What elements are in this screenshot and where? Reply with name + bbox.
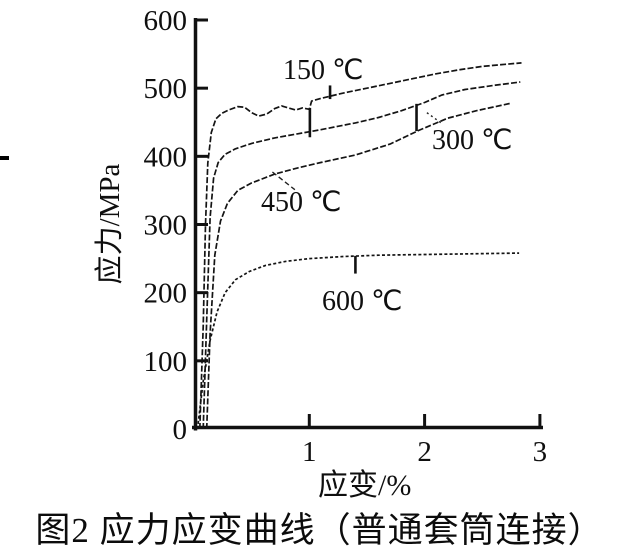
x-tick-label: 1 — [302, 436, 317, 468]
x-tick-label: 2 — [417, 436, 432, 468]
leader-line-300c — [426, 112, 444, 125]
curve-300c — [202, 81, 521, 430]
y-tick-label: 300 — [144, 209, 188, 241]
y-tick-label: 600 — [144, 5, 188, 37]
x-tick-label: 3 — [533, 436, 548, 468]
scan-artifact-dash — [0, 156, 9, 160]
curve-150c — [198, 62, 522, 430]
curve-450c — [205, 102, 512, 430]
curve-label-450c: 450 ℃ — [261, 187, 341, 218]
y-tick-label: 200 — [144, 278, 188, 310]
curve-label-150c: 150 ℃ — [283, 55, 363, 86]
figure-caption: 图2 应力应变曲线（普通套筒连接） — [35, 511, 604, 550]
y-axis-title: 应力/MPa — [94, 163, 126, 285]
curve-label-600c: 600 ℃ — [322, 286, 402, 317]
y-tick-label: 500 — [144, 73, 188, 105]
y-tick-label: 400 — [144, 141, 188, 173]
x-axis-title: 应变/% — [318, 469, 412, 502]
curve-600c — [196, 252, 520, 430]
y-tick-label: 100 — [144, 346, 188, 378]
y-tick-label: 0 — [173, 414, 188, 446]
leader-line-450c — [271, 171, 296, 191]
curve-label-300c: 300 ℃ — [432, 125, 512, 156]
